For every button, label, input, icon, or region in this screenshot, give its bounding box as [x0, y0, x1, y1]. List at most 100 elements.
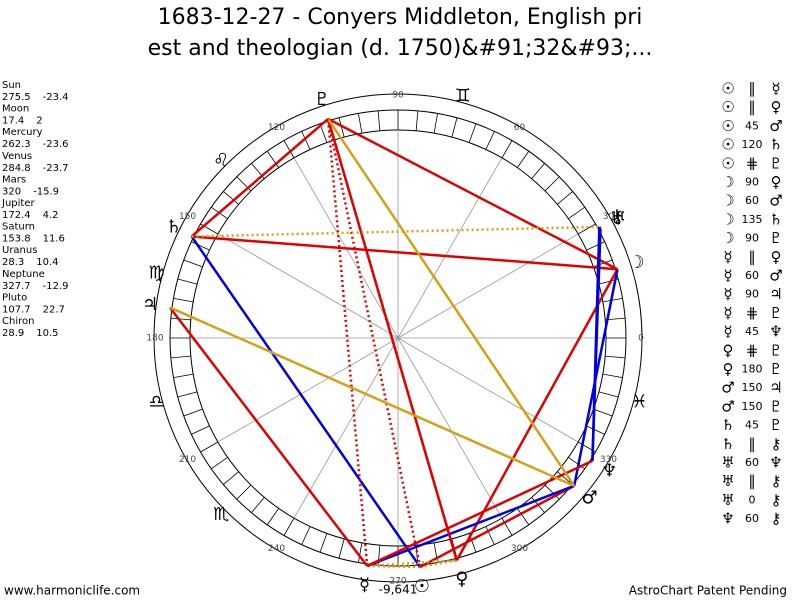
planet-longitude: 28.3 [2, 257, 24, 268]
house-line [397, 233, 579, 339]
planet-name: Jupiter [1, 198, 35, 209]
aspect-from: ☽ [721, 192, 734, 210]
aspect-type: 150 [742, 381, 763, 394]
degree-label: 270 [389, 577, 406, 587]
planet-name: Saturn [2, 222, 35, 233]
aspect-line [367, 564, 421, 569]
planet-name: Mars [2, 174, 26, 185]
ring-tick [568, 206, 585, 220]
house-line [397, 337, 503, 519]
ring-tick [301, 526, 311, 545]
aspect-type: ⋕ [746, 154, 759, 172]
sign-glyph: ♊ [455, 86, 471, 107]
aspect-to: ♇ [769, 304, 782, 322]
planet-coords: 320 -15.9 [2, 186, 59, 197]
planet-coords: 28.3 10.4 [2, 257, 59, 268]
aspect-from: ☽ [721, 210, 734, 228]
aspect-type: 45 [745, 419, 759, 432]
ring-tick [577, 223, 596, 235]
planet-declination: 10.5 [36, 328, 58, 339]
planet-glyph: ☉ [414, 576, 430, 597]
degree-label: 210 [179, 455, 196, 465]
planet-longitude: 275.5 [2, 92, 31, 103]
aspect-to: ☿ [771, 80, 780, 98]
aspect-type: 60 [745, 194, 759, 207]
sign-glyph: ♎ [148, 392, 164, 413]
degree-label: 0 [638, 334, 644, 344]
aspect-type: 90 [745, 176, 759, 189]
planet-name: Uranus [2, 245, 37, 256]
aspect-to: ♂ [769, 117, 782, 135]
aspect-type: ∥ [748, 98, 756, 116]
aspect-to: ⚷ [771, 435, 782, 453]
aspect-to: ♄ [769, 136, 782, 154]
planet-declination: -12.9 [43, 281, 69, 292]
aspect-to: ♇ [769, 397, 782, 415]
ring-tick [544, 484, 560, 500]
ring-tick [593, 259, 613, 268]
aspect-from: ☽ [721, 173, 734, 191]
ring-tick [602, 373, 623, 378]
planet-declination: 2 [36, 116, 42, 127]
aspect-to: ♂ [769, 267, 782, 285]
ring-tick [319, 123, 328, 143]
aspect-from: ♂ [721, 397, 734, 415]
aspect-type: ⋕ [746, 341, 759, 359]
ring-tick [236, 484, 252, 500]
sign-glyph: ♌ [213, 150, 229, 171]
aspect-line [169, 306, 575, 487]
planet-glyph: ♆ [601, 461, 617, 482]
ring-tick [468, 123, 477, 143]
aspect-from: ☿ [723, 323, 732, 341]
aspect-to: ♆ [769, 454, 782, 472]
aspect-line [591, 226, 601, 461]
aspect-from: ☉ [721, 117, 734, 135]
aspect-from: ☿ [723, 285, 732, 303]
aspect-from: ♆ [721, 510, 734, 528]
planet-coords: 172.4 4.2 [2, 210, 59, 221]
planet-coords: 275.5 -23.4 [2, 92, 69, 103]
footer-right: AstroChart Patent Pending [629, 584, 787, 598]
planet-name: Neptune [2, 269, 45, 280]
sign-glyph: ♓ [631, 392, 647, 413]
degree-label: 60 [514, 123, 526, 133]
ring-tick [358, 113, 363, 134]
planet-glyph: ♄ [166, 217, 182, 238]
degree-label: 120 [268, 123, 285, 133]
annotation: -9,641 [379, 583, 418, 597]
ring-tick [183, 408, 203, 417]
planet-coords: 327.7 -12.9 [2, 281, 69, 292]
ring-tick [283, 517, 295, 536]
aspect-to: ♄ [769, 210, 782, 228]
planet-declination: -23.6 [43, 139, 69, 150]
ring-tick [266, 151, 280, 168]
aspect-line [169, 306, 369, 567]
aspect-line [366, 459, 593, 568]
aspect-from: ♀ [723, 360, 734, 378]
house-line [217, 337, 399, 443]
ring-tick [170, 355, 191, 359]
ring-tick [191, 425, 210, 435]
planet-longitude: 17.4 [2, 116, 24, 127]
sign-glyph: ♍ [148, 262, 164, 283]
planet-longitude: 153.8 [2, 234, 31, 245]
ring-tick [301, 131, 311, 150]
aspect-line [419, 484, 575, 569]
title-line: 1683-12-27 - Conyers Middleton, English … [158, 5, 643, 30]
planet-name: Mercury [2, 127, 43, 138]
house-line [397, 157, 503, 339]
degree-label: 240 [268, 544, 285, 554]
aspect-to: ♀ [771, 98, 782, 116]
aspect-from: ♅ [721, 491, 734, 509]
ring-tick [516, 151, 530, 168]
planet-glyph: ⚷ [610, 206, 623, 227]
ring-tick [170, 317, 191, 321]
aspect-type: ⋕ [746, 304, 759, 322]
planet-declination: -23.7 [43, 163, 69, 174]
planet-declination: 4.2 [43, 210, 59, 221]
aspect-type: ∥ [748, 248, 756, 266]
ring-tick [358, 542, 363, 563]
ring-tick [223, 191, 239, 205]
